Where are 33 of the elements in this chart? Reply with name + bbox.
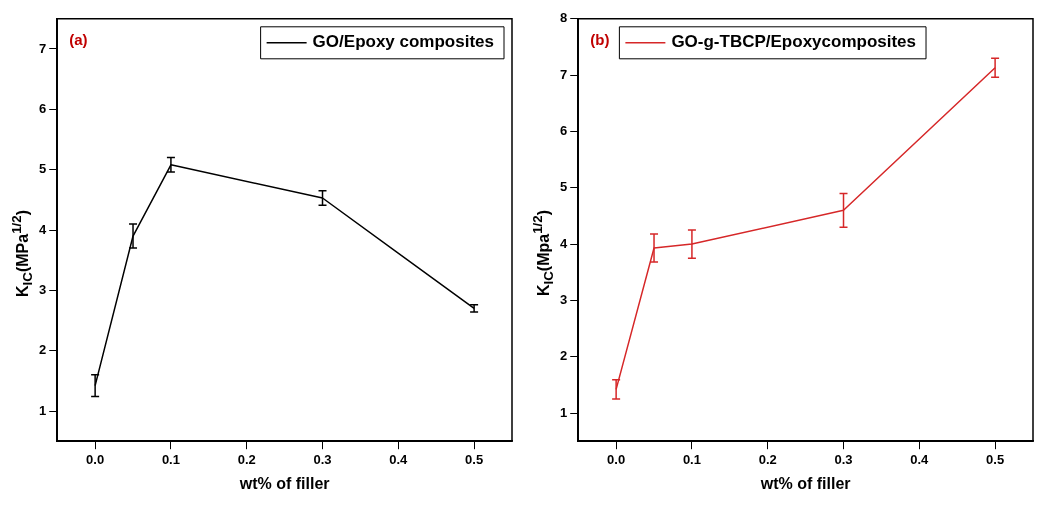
y-tick-label: 5 bbox=[39, 161, 47, 177]
y-tick-label: 6 bbox=[39, 100, 47, 116]
y-tick-label: 8 bbox=[560, 10, 568, 26]
x-tick-label: 0.4 bbox=[389, 451, 409, 467]
x-tick-label: 0.3 bbox=[313, 451, 332, 467]
y-tick-label: 4 bbox=[39, 221, 47, 237]
x-tick-label: 0.0 bbox=[86, 451, 105, 467]
y-tick-label: 1 bbox=[560, 404, 568, 420]
y-tick-label: 5 bbox=[560, 179, 568, 195]
y-tick-label: 7 bbox=[560, 66, 568, 82]
y-tick-label: 1 bbox=[39, 402, 47, 418]
y-tick-label: 3 bbox=[39, 281, 47, 297]
annotation: (b) bbox=[590, 30, 610, 48]
x-tick-label: 0.4 bbox=[910, 451, 930, 467]
x-tick-label: 0.5 bbox=[986, 451, 1005, 467]
x-tick-label: 0.1 bbox=[161, 451, 180, 467]
y-tick-label: 4 bbox=[560, 235, 568, 251]
annotation: (a) bbox=[69, 30, 88, 48]
legend-label: GO/Epoxy composites bbox=[312, 32, 495, 52]
x-axis-title: wt% of filler bbox=[238, 474, 330, 492]
x-tick-label: 0.0 bbox=[607, 451, 626, 467]
legend-label: GO-g-TBCP/Epoxycomposites bbox=[671, 32, 917, 52]
y-tick-label: 3 bbox=[560, 291, 568, 307]
y-tick-label: 2 bbox=[39, 342, 47, 358]
y-tick-label: 2 bbox=[560, 348, 568, 364]
x-tick-label: 0.5 bbox=[465, 451, 484, 467]
y-tick-label: 6 bbox=[560, 123, 568, 139]
x-tick-label: 0.1 bbox=[682, 451, 701, 467]
x-axis-title: wt% of filler bbox=[759, 474, 851, 492]
x-tick-label: 0.2 bbox=[758, 451, 777, 467]
x-tick-label: 0.3 bbox=[834, 451, 853, 467]
x-tick-label: 0.2 bbox=[237, 451, 256, 467]
y-tick-label: 7 bbox=[39, 40, 47, 56]
